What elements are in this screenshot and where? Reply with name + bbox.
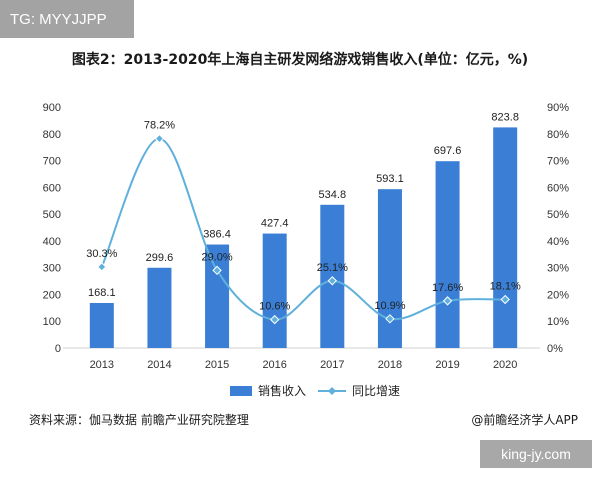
y-right-tick-label: 10% <box>547 316 569 328</box>
bar <box>435 161 460 348</box>
x-tick-label: 2016 <box>262 359 286 371</box>
x-tick-label: 2019 <box>435 359 459 371</box>
bar <box>377 189 402 348</box>
bar-value-label: 168.1 <box>88 287 116 299</box>
bar-value-label: 427.4 <box>261 218 289 230</box>
legend-line-marker <box>328 387 336 395</box>
line-marker <box>97 262 107 272</box>
y-left-tick-label: 0 <box>55 343 61 355</box>
bar <box>147 267 172 348</box>
bar-value-label: 299.6 <box>146 252 174 264</box>
bar-value-label: 697.6 <box>434 145 462 157</box>
bar <box>493 127 518 348</box>
bar <box>205 244 230 348</box>
y-right-tick-label: 0% <box>547 343 563 355</box>
y-right-tick-label: 60% <box>547 182 569 194</box>
y-left-tick-label: 800 <box>43 129 61 141</box>
line-marker <box>500 294 510 305</box>
y-right-tick-label: 90% <box>547 102 569 114</box>
y-left-tick-label: 600 <box>43 182 61 194</box>
y-left-tick-label: 400 <box>43 236 61 248</box>
line-value-label: 25.1% <box>317 262 348 274</box>
legend-bar-swatch <box>230 386 252 396</box>
y-right-tick-label: 70% <box>547 156 569 168</box>
legend-line-label: 同比增速 <box>352 384 400 398</box>
chart-title: 图表2：2013-2020年上海自主研发网络游戏销售收入(单位：亿元，%) <box>71 52 529 68</box>
source-note: 资料来源：伽马数据 前瞻产业研究院整理 <box>29 413 249 427</box>
x-tick-label: 2015 <box>205 359 229 371</box>
line-marker <box>154 133 165 144</box>
line-value-label: 17.6% <box>432 282 463 294</box>
y-left-tick-label: 500 <box>43 209 61 221</box>
line-marker <box>327 276 338 286</box>
line-value-label: 29.0% <box>201 251 232 263</box>
bar <box>89 302 114 348</box>
line-value-label: 10.6% <box>259 301 290 313</box>
line-value-label: 78.2% <box>144 120 175 132</box>
bar-value-label: 823.8 <box>491 111 519 123</box>
line-value-label: 18.1% <box>490 281 521 293</box>
legend-bar-label: 销售收入 <box>258 383 306 398</box>
line-marker <box>442 296 453 306</box>
y-left-tick-label: 700 <box>43 156 61 168</box>
credit-note: @前瞻经济学人APP <box>471 413 578 427</box>
y-right-tick-label: 80% <box>547 129 569 141</box>
y-left-tick-label: 100 <box>43 316 61 328</box>
line-value-label: 10.9% <box>374 300 405 312</box>
y-right-tick-label: 50% <box>547 209 569 221</box>
line-marker <box>269 314 280 325</box>
bar <box>262 233 287 348</box>
y-left-tick-label: 300 <box>43 263 61 275</box>
x-tick-label: 2018 <box>378 359 402 371</box>
x-tick-label: 2013 <box>90 359 114 371</box>
y-right-tick-label: 20% <box>547 289 569 301</box>
bar-value-label: 534.8 <box>319 189 347 201</box>
y-right-tick-label: 40% <box>547 236 569 248</box>
y-left-tick-label: 200 <box>43 289 61 301</box>
site-badge: king-jy.com <box>480 440 592 468</box>
tag-badge: TG: MYYJJPP <box>0 0 134 38</box>
line-marker <box>212 265 222 276</box>
bar-value-label: 386.4 <box>203 229 231 241</box>
x-tick-label: 2014 <box>147 359 171 371</box>
x-tick-label: 2020 <box>493 359 517 371</box>
y-right-tick-label: 30% <box>547 263 569 275</box>
line-value-label: 30.3% <box>86 248 117 260</box>
x-tick-label: 2017 <box>320 359 344 371</box>
y-left-tick-label: 900 <box>43 102 61 114</box>
line-marker <box>385 314 395 324</box>
bar-value-label: 593.1 <box>376 173 404 185</box>
